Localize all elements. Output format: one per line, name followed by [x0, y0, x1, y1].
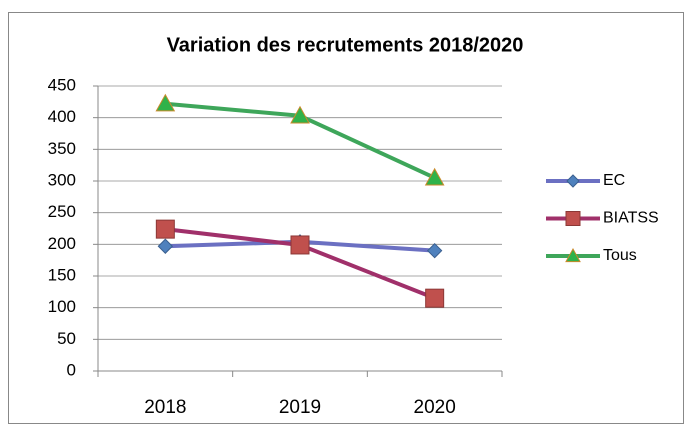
x-tick-label: 2018 [144, 397, 186, 418]
y-tick-label: 0 [67, 360, 76, 379]
marker [426, 242, 443, 259]
y-tick-label: 50 [57, 329, 76, 348]
chart-title: Variation des recrutements 2018/2020 [167, 34, 524, 56]
marker [565, 247, 581, 263]
x-tick-label: 2020 [414, 397, 456, 418]
marker [155, 93, 176, 112]
legend-label: EC [603, 172, 625, 189]
y-tick-label: 150 [48, 265, 76, 284]
y-tick-label: 450 [48, 75, 76, 94]
y-tick-label: 300 [48, 170, 76, 189]
y-tick-label: 250 [48, 202, 76, 221]
marker [290, 105, 310, 124]
marker [424, 167, 445, 186]
marker [566, 174, 580, 188]
legend-label: BIATSS [603, 210, 659, 227]
marker [157, 238, 174, 254]
marker [290, 235, 310, 255]
y-tick-label: 200 [48, 234, 76, 253]
marker [425, 288, 445, 308]
legend-label: Tous [603, 247, 637, 264]
marker [155, 219, 175, 239]
marker [565, 211, 581, 226]
x-tick-label: 2019 [279, 397, 321, 418]
y-tick-label: 350 [48, 139, 76, 158]
y-tick-label: 100 [48, 297, 76, 316]
y-tick-label: 400 [48, 107, 76, 126]
